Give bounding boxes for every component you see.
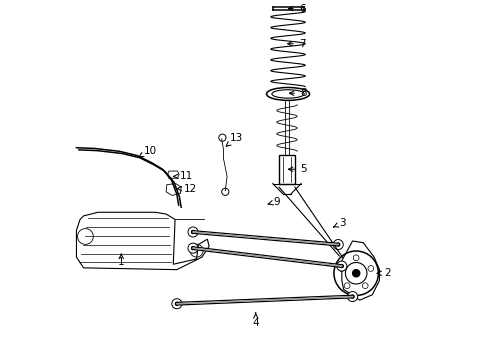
Text: 10: 10 — [139, 145, 157, 157]
Circle shape — [340, 264, 344, 268]
Text: 13: 13 — [226, 133, 243, 146]
Circle shape — [188, 243, 198, 253]
Circle shape — [350, 294, 355, 299]
Text: 3: 3 — [334, 218, 345, 228]
Text: 9: 9 — [268, 197, 280, 207]
Circle shape — [336, 242, 341, 247]
Text: 5: 5 — [289, 164, 307, 174]
Circle shape — [347, 292, 358, 302]
Text: 6: 6 — [289, 4, 305, 14]
Circle shape — [344, 283, 350, 289]
Circle shape — [333, 239, 343, 249]
Text: 1: 1 — [118, 254, 124, 267]
Circle shape — [172, 299, 182, 309]
Circle shape — [188, 227, 198, 237]
Text: 8: 8 — [290, 88, 306, 98]
Circle shape — [191, 246, 195, 250]
Circle shape — [363, 283, 368, 289]
Text: 7: 7 — [288, 39, 305, 49]
Circle shape — [339, 266, 344, 271]
Circle shape — [353, 255, 359, 261]
Text: 4: 4 — [252, 313, 259, 328]
Text: 11: 11 — [173, 171, 193, 181]
Circle shape — [368, 266, 374, 271]
Circle shape — [353, 270, 360, 277]
Text: 2: 2 — [377, 268, 391, 278]
Circle shape — [337, 261, 347, 271]
Circle shape — [175, 302, 179, 306]
Text: 12: 12 — [177, 184, 196, 194]
Circle shape — [191, 230, 195, 234]
